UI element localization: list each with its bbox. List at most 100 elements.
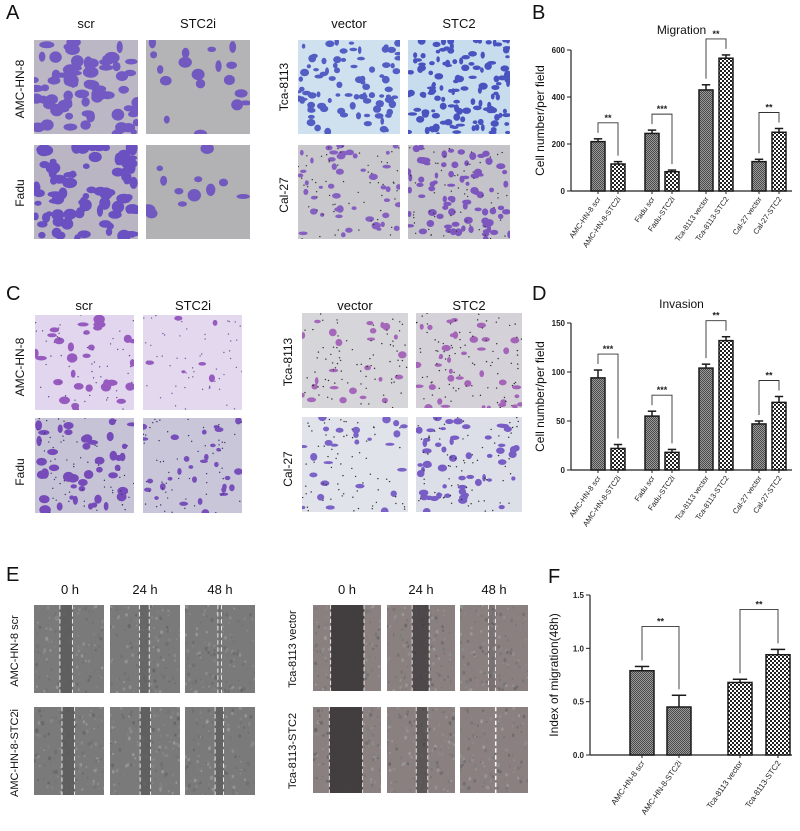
- bar: [718, 339, 734, 471]
- e-left-scratch-0-0: [34, 605, 104, 693]
- col-label-e2-0h: 0 h: [337, 582, 357, 597]
- row-label-a-fadu: Fadu: [13, 179, 27, 207]
- micrograph-c-tca-stc2: [416, 313, 522, 408]
- svg-text:600: 600: [552, 46, 566, 55]
- panel-label-e: E: [6, 564, 20, 586]
- micrograph-c-amc-stc2i: [143, 315, 242, 410]
- e-right-scratch-1-2: [460, 707, 528, 793]
- col-label-a-scr: scr: [77, 16, 95, 31]
- significance-label: **: [657, 616, 665, 626]
- y-axis-label: Cell number/per field: [533, 65, 547, 176]
- panel-label-d: D: [532, 283, 547, 305]
- svg-text:0: 0: [561, 466, 566, 475]
- col-label-c-scr: scr: [75, 298, 93, 313]
- x-tick-label: Tca-8113 vector: [705, 759, 745, 811]
- svg-text:50: 50: [556, 417, 565, 426]
- col-label-a-vector: vector: [331, 16, 367, 31]
- col-label-e2-48h: 48 h: [481, 582, 507, 597]
- e-right-scratch-1-1: [387, 707, 455, 793]
- row-label-e-tca-stc2: Tca-8113-STC2: [287, 712, 299, 790]
- bar: [751, 423, 767, 471]
- svg-text:200: 200: [552, 140, 566, 149]
- micrograph-c-amc-scr: [35, 315, 134, 410]
- x-tick-label: AMC-HN-8-STC2i: [640, 759, 684, 817]
- e-right-scratch-1-0: [313, 707, 381, 793]
- x-tick-label: AMC-HN-8 scr: [609, 759, 646, 807]
- chart-title: Migration: [657, 23, 706, 37]
- row-label-e-amc-stc2i: AMC-HN-8-STC2i: [9, 709, 21, 797]
- x-tick-label: Tca-8113-STC2: [743, 759, 782, 810]
- micrograph-c-tca-vector: [302, 313, 408, 408]
- bar: [765, 653, 791, 756]
- bar: [664, 170, 680, 192]
- e-right-scratch-0-0: [313, 605, 381, 691]
- micrograph-a-tca-vector: [298, 40, 400, 134]
- y-axis-label: Cell number/per field: [533, 341, 547, 452]
- e-right-scratch-0-2: [460, 605, 528, 691]
- significance-label: **: [604, 113, 612, 123]
- svg-text:0: 0: [561, 187, 566, 196]
- bar-chart-invasion: Invasion Cell number/per field 0 50 100 150 AM…: [530, 292, 800, 550]
- row-label-c-cal: Cal-27: [281, 451, 295, 487]
- col-label-e-48h: 48 h: [207, 582, 233, 597]
- bar: [610, 447, 626, 471]
- bar: [629, 669, 655, 756]
- panel-label-c: C: [6, 283, 21, 305]
- significance-label: **: [765, 102, 773, 112]
- micrograph-a-fadu-stc2i: [146, 145, 250, 239]
- micrograph-c-fadu-stc2i: [143, 418, 242, 513]
- panel-label-a: A: [6, 2, 20, 24]
- row-label-a-tca: Tca-8113: [277, 62, 291, 112]
- col-label-c-stc2i: STC2i: [174, 298, 212, 313]
- chart-title: Invasion: [659, 297, 704, 311]
- significance-label: **: [712, 311, 720, 321]
- svg-text:150: 150: [552, 319, 566, 328]
- bar: [664, 451, 680, 471]
- bar: [610, 163, 626, 192]
- micrograph-a-fadu-scr: [34, 145, 138, 239]
- e-left-scratch-1-2: [185, 707, 255, 795]
- bar: [590, 377, 606, 471]
- col-label-e-24h: 24 h: [132, 582, 158, 597]
- bar: [771, 131, 787, 192]
- svg-text:100: 100: [552, 368, 566, 377]
- e-left-scratch-1-1: [110, 707, 180, 795]
- significance-label: **: [755, 599, 763, 609]
- significance-label: ***: [657, 104, 668, 114]
- bar: [644, 132, 660, 192]
- row-label-c-fadu: Fadu: [13, 458, 27, 486]
- row-label-e-amc-scr: AMC-HN-8 scr: [9, 615, 21, 687]
- e-right-scratch-0-1: [387, 605, 455, 691]
- micrograph-a-tca-stc2: [408, 40, 510, 134]
- bar-chart-migration-index: Index of migration(48h) 0.0 0.5 1.0 1.5 AMC-H…: [530, 560, 800, 826]
- bar: [666, 706, 692, 756]
- svg-text:1.5: 1.5: [573, 591, 585, 600]
- bar: [590, 140, 606, 192]
- significance-label: ***: [657, 385, 668, 395]
- bar: [751, 160, 767, 192]
- micrograph-c-cal-stc2: [416, 417, 522, 512]
- col-label-c-vector: vector: [337, 298, 373, 313]
- panel-label-b: B: [532, 2, 546, 24]
- row-label-a-amc: AMC-HN-8: [13, 59, 27, 119]
- significance-label: **: [712, 29, 720, 39]
- e-left-scratch-1-0: [34, 707, 104, 795]
- col-label-c-stc2: STC2: [452, 298, 486, 313]
- bar: [718, 57, 734, 192]
- col-label-a-stc2i: STC2i: [179, 16, 217, 31]
- svg-text:0.0: 0.0: [573, 751, 585, 760]
- row-label-c-amc: AMC-HN-8: [13, 337, 27, 397]
- bar: [698, 89, 714, 192]
- col-label-e-0h: 0 h: [60, 582, 80, 597]
- micrograph-a-amc-scr: [34, 40, 138, 134]
- svg-text:0.5: 0.5: [573, 698, 585, 707]
- bar-chart-migration: Migration Cell number/per field 0 200 400 600…: [530, 12, 800, 270]
- bar: [644, 415, 660, 471]
- bar: [771, 401, 787, 471]
- svg-text:1.0: 1.0: [573, 644, 585, 653]
- significance-label: ***: [603, 344, 614, 354]
- row-label-e-tca-vector: Tca-8113 vector: [287, 610, 299, 688]
- micrograph-c-cal-vector: [302, 417, 408, 512]
- significance-label: **: [765, 371, 773, 381]
- bar: [698, 367, 714, 471]
